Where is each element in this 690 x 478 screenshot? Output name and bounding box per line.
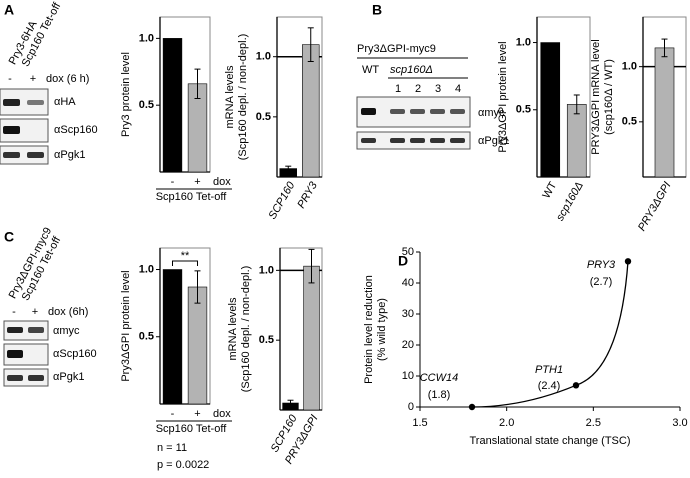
lane-label: 4	[455, 83, 461, 95]
x-tick-label: +	[194, 408, 200, 420]
lane-label: -	[8, 73, 12, 85]
antibody-label: αPgk1	[478, 135, 509, 147]
y-tick-label: 10	[402, 370, 414, 382]
blot	[3, 320, 49, 387]
group-label: scp160Δ	[390, 64, 433, 76]
value-label: (2.7)	[590, 276, 613, 288]
x-note: dox	[213, 408, 231, 420]
group-label: WT	[362, 64, 379, 76]
y-axis-label: mRNA levels	[227, 297, 239, 360]
y-tick-label: 40	[402, 277, 414, 289]
antibody-label: αmyc	[53, 325, 80, 337]
y-tick-label: 0.5	[256, 111, 271, 123]
y-axis-label: (% wild type)	[376, 298, 388, 361]
x-tick-label: PRY3	[295, 179, 320, 210]
y-tick-label: 1.0	[516, 36, 531, 48]
x-axis-label: Scp160 Tet-off	[156, 191, 227, 203]
y-axis-label: (scp160Δ / WT)	[603, 59, 615, 135]
bar	[540, 42, 561, 178]
lane-label: -	[12, 306, 16, 318]
y-tick-label: 50	[402, 246, 414, 258]
point	[572, 382, 580, 389]
y-tick-label: 0	[408, 401, 414, 413]
x-tick-label: 1.5	[412, 417, 427, 429]
y-tick-label: 1.0	[259, 264, 274, 276]
antibody-label: αHA	[54, 96, 76, 108]
antibody-label: αmyc	[478, 107, 505, 119]
stat-label: p = 0.0022	[157, 459, 209, 471]
lane-label: 3	[435, 83, 441, 95]
y-axis-label: (Scp160 depl. / non-depl.)	[240, 266, 252, 393]
antibody-label: αPgk1	[53, 371, 84, 383]
bar	[162, 269, 183, 405]
x-tick-label: -	[171, 176, 175, 188]
y-axis-label: Pry3ΔGPI protein level	[120, 270, 132, 381]
bar	[187, 286, 208, 405]
stat-label: n = 11	[157, 442, 187, 454]
y-axis-label: (Scp160 depl. / non-depl.)	[237, 34, 249, 161]
value-label: (2.4)	[538, 380, 561, 392]
y-axis-label: Pry3ΔGPI protein level	[497, 41, 509, 152]
panel-label: D	[398, 253, 408, 269]
bar	[566, 104, 587, 178]
x-tick-label: SCP160	[266, 179, 297, 221]
y-axis-label: Protein level reduction	[363, 275, 375, 384]
x-axis-label: Scp160 Tet-off	[156, 423, 227, 435]
y-tick-label: 1.0	[622, 61, 637, 73]
point-label: PRY3	[587, 259, 616, 271]
y-axis-label: mRNA levels	[224, 65, 236, 128]
point-label: PTH1	[535, 364, 563, 376]
y-tick-label: 0.5	[139, 331, 154, 343]
y-axis-label: Pry3 protein level	[120, 52, 132, 137]
y-tick-label: 1.0	[139, 263, 154, 275]
x-tick-label: 2.0	[499, 417, 514, 429]
panel-label: B	[372, 2, 382, 18]
y-tick-label: 20	[402, 339, 414, 351]
y-axis-label: PRY3ΔGPI mRNA level	[590, 39, 602, 154]
x-tick-label: -	[171, 408, 175, 420]
panel-label: C	[4, 229, 14, 245]
x-tick-label: PRY3ΔGPI	[636, 180, 674, 233]
blot	[356, 96, 471, 150]
antibody-label: αScp160	[54, 124, 98, 136]
y-tick-label: 30	[402, 308, 414, 320]
significance-label: **	[181, 250, 190, 262]
x-tick-label: 3.0	[672, 417, 687, 429]
antibody-label: αScp160	[53, 348, 97, 360]
y-tick-label: 0.5	[622, 116, 637, 128]
bar	[654, 47, 675, 178]
blot	[0, 88, 49, 165]
bar	[162, 38, 183, 173]
condition-label: dox (6 h)	[46, 73, 89, 85]
value-label: (1.8)	[428, 389, 451, 401]
x-note: dox	[213, 176, 231, 188]
lane-label: +	[32, 306, 38, 318]
panel-label: A	[4, 2, 14, 18]
x-tick-label: 2.5	[586, 417, 601, 429]
x-axis-label: Translational state change (TSC)	[470, 435, 631, 447]
y-tick-label: 0.5	[259, 334, 274, 346]
y-tick-label: 0.5	[139, 99, 154, 111]
point	[468, 403, 476, 411]
point-label: CCW14	[420, 372, 459, 384]
lane-label: 1	[395, 83, 401, 95]
bar	[303, 265, 320, 411]
x-tick-label: WT	[540, 180, 559, 201]
y-tick-label: 0.5	[516, 104, 531, 116]
lane-label: +	[30, 73, 36, 85]
condition-label: dox (6h)	[48, 306, 88, 318]
lane-label: 2	[415, 83, 421, 95]
x-tick-label: +	[194, 176, 200, 188]
y-tick-label: 1.0	[256, 51, 271, 63]
point	[624, 258, 632, 265]
y-tick-label: 1.0	[139, 32, 154, 44]
significance-bracket	[172, 260, 198, 266]
antibody-label: αPgk1	[54, 149, 85, 161]
strain-label: Pry3ΔGPI-myc9	[357, 43, 436, 55]
bar	[302, 44, 320, 178]
